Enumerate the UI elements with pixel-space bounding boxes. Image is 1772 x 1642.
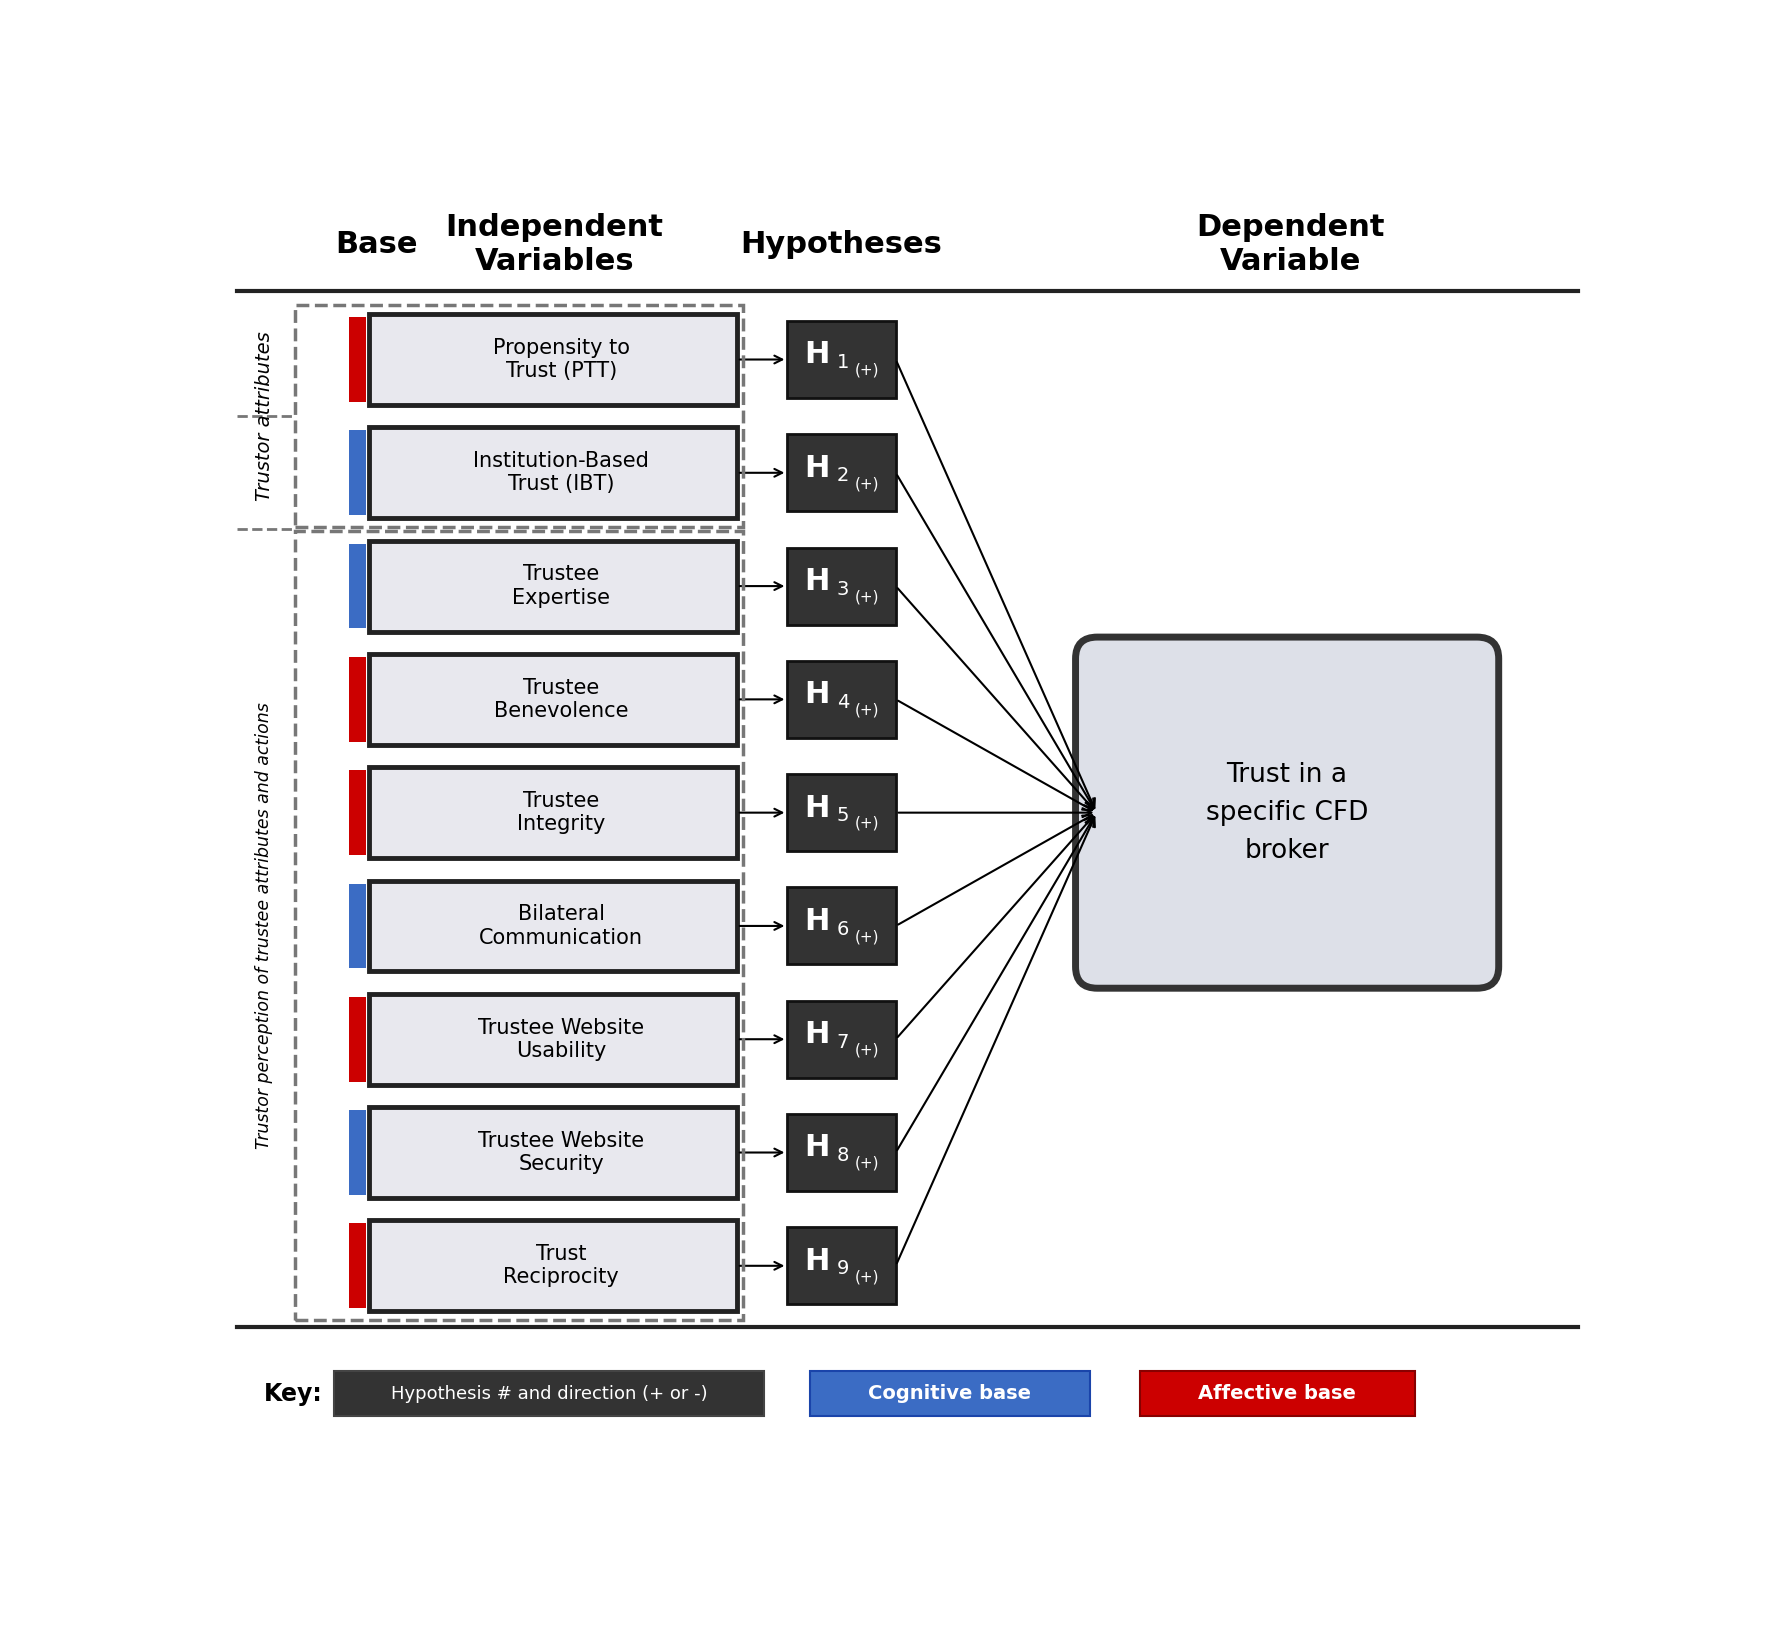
Bar xyxy=(349,430,367,516)
FancyBboxPatch shape xyxy=(787,1113,897,1190)
Text: Trustee
Expertise: Trustee Expertise xyxy=(512,565,610,608)
FancyBboxPatch shape xyxy=(787,320,897,397)
Text: 7: 7 xyxy=(836,1033,849,1053)
Bar xyxy=(349,317,367,402)
FancyBboxPatch shape xyxy=(1076,637,1499,988)
Text: Trustor perception of trustee attributes and actions: Trustor perception of trustee attributes… xyxy=(255,703,273,1149)
FancyBboxPatch shape xyxy=(787,887,897,964)
Bar xyxy=(349,657,367,742)
FancyBboxPatch shape xyxy=(369,993,737,1085)
FancyBboxPatch shape xyxy=(787,547,897,624)
Bar xyxy=(349,770,367,855)
Bar xyxy=(349,1110,367,1195)
Text: 4: 4 xyxy=(836,693,849,713)
Text: (+): (+) xyxy=(854,1043,879,1057)
Text: H: H xyxy=(804,1246,829,1276)
Text: Hypothesis # and direction (+ or -): Hypothesis # and direction (+ or -) xyxy=(390,1384,707,1402)
Text: 2: 2 xyxy=(836,466,849,486)
Text: Trust in a
specific CFD
broker: Trust in a specific CFD broker xyxy=(1207,762,1368,864)
Text: (+): (+) xyxy=(854,929,879,944)
Text: H: H xyxy=(804,1133,829,1163)
Text: (+): (+) xyxy=(854,1269,879,1284)
FancyBboxPatch shape xyxy=(369,427,737,519)
Text: 3: 3 xyxy=(836,580,849,599)
FancyBboxPatch shape xyxy=(787,660,897,737)
FancyBboxPatch shape xyxy=(369,654,737,745)
Text: Trustor attributes: Trustor attributes xyxy=(255,332,273,501)
FancyBboxPatch shape xyxy=(369,880,737,972)
Text: (+): (+) xyxy=(854,816,879,831)
Text: H: H xyxy=(804,906,829,936)
FancyBboxPatch shape xyxy=(369,540,737,632)
Text: Institution-Based
Trust (IBT): Institution-Based Trust (IBT) xyxy=(473,452,649,494)
Text: Independent
Variables: Independent Variables xyxy=(447,213,664,276)
Text: Cognitive base: Cognitive base xyxy=(868,1384,1031,1404)
FancyBboxPatch shape xyxy=(369,314,737,406)
Text: (+): (+) xyxy=(854,703,879,718)
FancyBboxPatch shape xyxy=(787,433,897,511)
Text: Trustee
Benevolence: Trustee Benevolence xyxy=(494,678,629,721)
Text: 6: 6 xyxy=(836,920,849,939)
Text: 9: 9 xyxy=(836,1259,849,1279)
Text: H: H xyxy=(804,680,829,709)
Bar xyxy=(349,997,367,1082)
Text: Affective base: Affective base xyxy=(1198,1384,1356,1404)
Text: 1: 1 xyxy=(836,353,849,373)
Bar xyxy=(349,544,367,629)
Text: (+): (+) xyxy=(854,1156,879,1171)
Text: Trust
Reciprocity: Trust Reciprocity xyxy=(503,1245,618,1287)
FancyBboxPatch shape xyxy=(1139,1371,1416,1415)
FancyBboxPatch shape xyxy=(369,1220,737,1312)
Bar xyxy=(349,1223,367,1309)
Text: Bilateral
Communication: Bilateral Communication xyxy=(480,905,643,947)
Text: H: H xyxy=(804,566,829,596)
Text: Trustee Website
Usability: Trustee Website Usability xyxy=(478,1018,645,1061)
Text: 5: 5 xyxy=(836,806,849,826)
Text: Trustee
Integrity: Trustee Integrity xyxy=(517,791,606,834)
Bar xyxy=(296,305,742,527)
Text: (+): (+) xyxy=(854,363,879,378)
Text: 8: 8 xyxy=(836,1146,849,1166)
Text: H: H xyxy=(804,453,829,483)
FancyBboxPatch shape xyxy=(787,1000,897,1077)
FancyBboxPatch shape xyxy=(810,1371,1090,1415)
Text: Dependent
Variable: Dependent Variable xyxy=(1196,213,1386,276)
FancyBboxPatch shape xyxy=(333,1371,764,1415)
FancyBboxPatch shape xyxy=(369,1107,737,1199)
FancyBboxPatch shape xyxy=(787,773,897,851)
Text: Base: Base xyxy=(335,230,418,259)
Text: (+): (+) xyxy=(854,589,879,604)
Text: Trustee Website
Security: Trustee Website Security xyxy=(478,1131,645,1174)
Text: H: H xyxy=(804,1020,829,1049)
Text: Propensity to
Trust (PTT): Propensity to Trust (PTT) xyxy=(493,338,629,381)
Text: Hypotheses: Hypotheses xyxy=(741,230,943,259)
FancyBboxPatch shape xyxy=(787,1227,897,1304)
FancyBboxPatch shape xyxy=(369,767,737,859)
Text: H: H xyxy=(804,340,829,369)
Bar xyxy=(296,532,742,1320)
Bar xyxy=(349,883,367,969)
Text: (+): (+) xyxy=(854,476,879,491)
Text: Key:: Key: xyxy=(264,1381,323,1406)
Text: H: H xyxy=(804,793,829,823)
